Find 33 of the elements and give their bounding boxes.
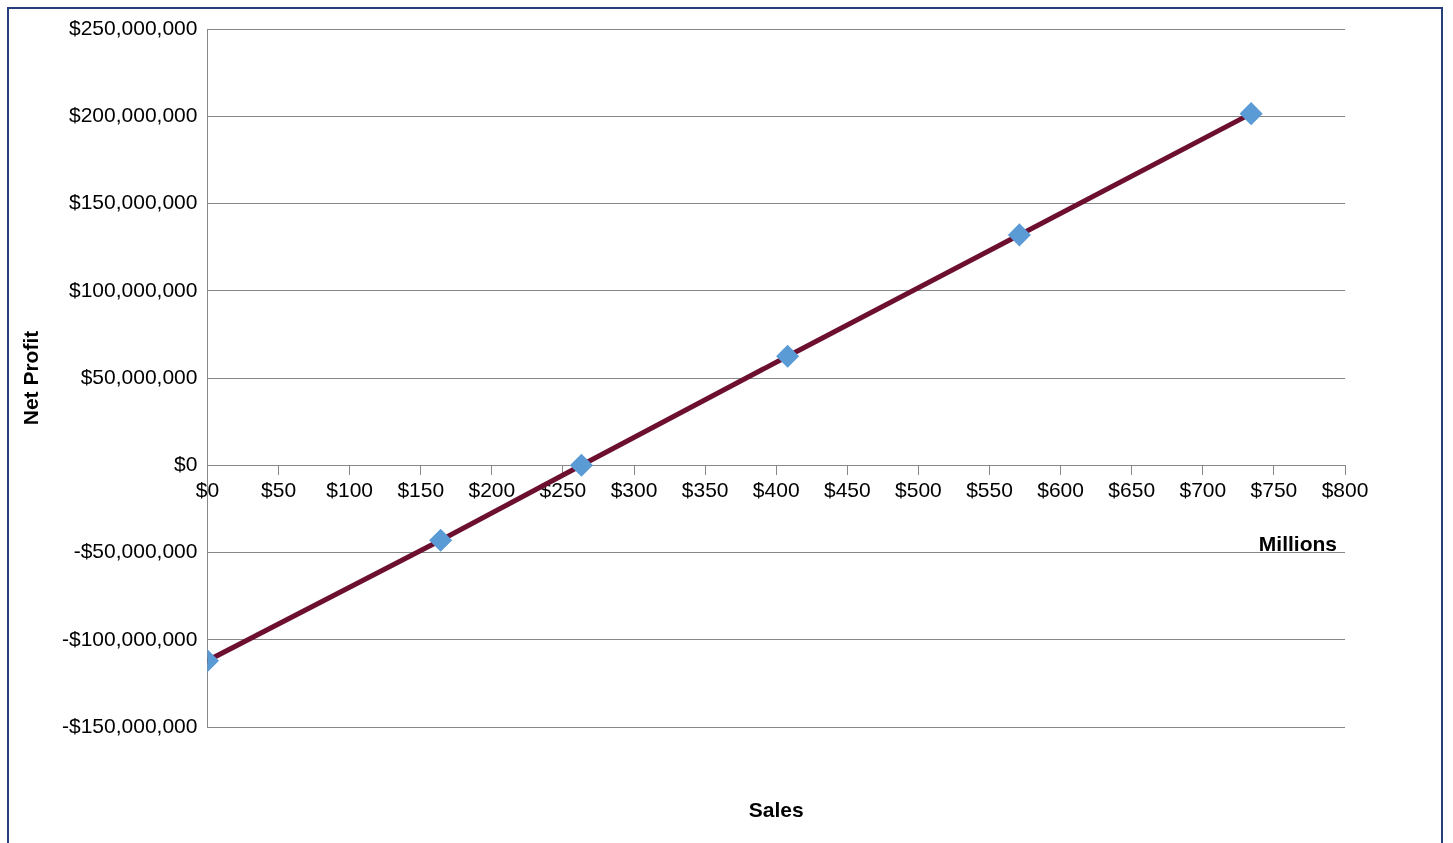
x-tick-label: $100 (326, 477, 374, 501)
x-tick-label: $50 (261, 477, 297, 501)
y-tick-label: $200,000,000 (68, 103, 198, 127)
y-axis-title: Net Profit (18, 330, 42, 426)
x-tick-label: $150 (397, 477, 445, 501)
x-tick-label: $650 (1108, 477, 1156, 501)
x-tick-label: $0 (195, 477, 220, 501)
point (570, 454, 592, 476)
x-tick-label: $300 (610, 477, 658, 501)
x-tick-label: $350 (681, 477, 729, 501)
x-tick-label: $200 (468, 477, 516, 501)
y-tick-label: $150,000,000 (68, 190, 198, 214)
point (1008, 224, 1030, 246)
point (1240, 103, 1262, 125)
x-tick-label: $400 (752, 477, 800, 501)
y-tick-label: $0 (174, 452, 198, 476)
x-tick-label: $800 (1321, 477, 1369, 501)
y-tick-label: $100,000,000 (68, 277, 198, 301)
x-tick-label: $450 (823, 477, 871, 501)
y-tick-label: $50,000,000 (80, 364, 198, 388)
annotation: Millions (1258, 532, 1337, 556)
x-tick-label: $550 (966, 477, 1013, 501)
x-tick-label: $500 (895, 477, 942, 501)
point (777, 345, 799, 367)
x-axis-title: Sales (748, 797, 804, 821)
y-tick-label: -$50,000,000 (73, 539, 198, 563)
y-tick-label: -$100,000,000 (61, 626, 198, 650)
point (430, 529, 452, 551)
x-tick-label: $750 (1250, 477, 1298, 501)
y-tick-label: -$150,000,000 (61, 713, 198, 737)
x-tick-label: $600 (1037, 477, 1084, 501)
y-tick-label: $250,000,000 (68, 15, 198, 39)
x-tick-label: $700 (1179, 477, 1227, 501)
